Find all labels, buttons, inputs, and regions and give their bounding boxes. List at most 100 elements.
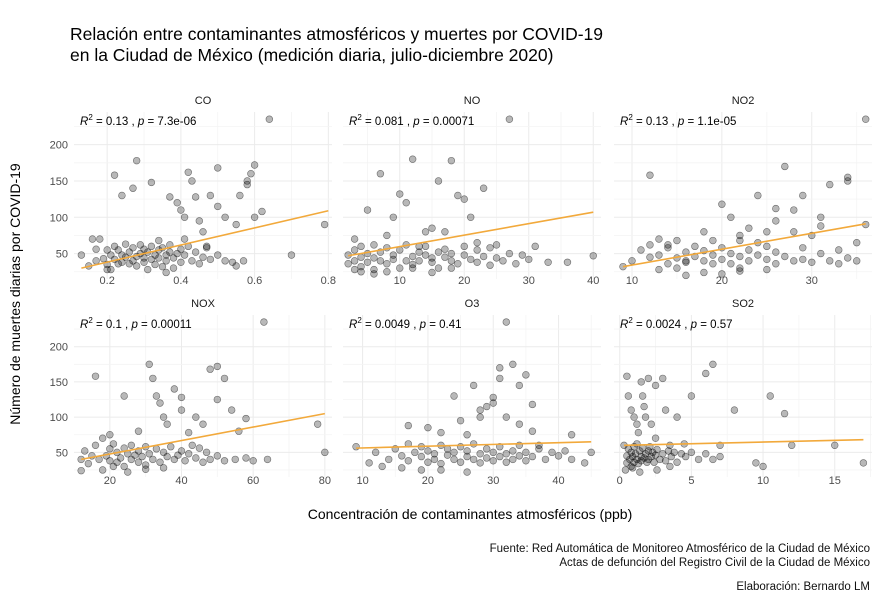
data-point — [206, 255, 215, 264]
stat-annotation-no2: R2 = 0.13 , p = 1.1e-05 — [620, 113, 736, 128]
data-point — [389, 251, 398, 259]
data-point — [651, 381, 660, 390]
data-point — [700, 228, 708, 236]
data-point — [730, 406, 739, 414]
data-point — [587, 448, 595, 457]
y-tick-label: 150 — [50, 377, 68, 389]
data-point — [408, 252, 417, 261]
data-point — [862, 115, 870, 123]
data-point — [489, 399, 497, 407]
data-point — [522, 448, 530, 457]
data-point — [385, 455, 393, 464]
facet-label-no: NO — [464, 95, 481, 107]
data-point — [383, 231, 391, 240]
x-tick-label: 0.2 — [100, 275, 115, 287]
y-tick-label: 50 — [56, 447, 68, 459]
data-point — [404, 457, 413, 465]
data-point — [428, 224, 436, 232]
data-point — [826, 180, 834, 189]
data-point — [378, 462, 386, 471]
data-point — [528, 427, 537, 435]
data-point — [250, 161, 259, 169]
data-point — [666, 462, 674, 471]
data-point — [515, 420, 524, 428]
data-point — [664, 260, 672, 268]
data-point — [653, 445, 661, 454]
x-tick-label: 5 — [688, 475, 694, 487]
data-point — [496, 452, 504, 461]
data-point — [450, 455, 458, 464]
data-point — [180, 213, 189, 221]
facet-label-so2: SO2 — [732, 298, 754, 310]
data-point — [313, 420, 322, 428]
data-point — [561, 447, 569, 455]
data-point — [77, 466, 85, 475]
data-point — [859, 459, 868, 467]
data-point — [220, 374, 229, 383]
data-point — [151, 260, 159, 269]
data-point — [826, 257, 834, 265]
data-point — [428, 254, 436, 262]
x-tick-label: 15 — [829, 475, 841, 487]
data-point — [700, 257, 708, 265]
data-point — [243, 177, 251, 185]
data-point — [191, 248, 200, 256]
data-point — [589, 252, 597, 260]
data-point — [502, 318, 510, 326]
data-point — [637, 378, 645, 386]
data-point — [195, 217, 204, 225]
data-point — [155, 254, 163, 262]
data-point — [790, 206, 798, 214]
data-point — [716, 452, 724, 461]
x-tick-label: 20 — [104, 475, 116, 487]
data-point — [621, 466, 630, 474]
data-point — [424, 423, 432, 432]
data-point — [476, 406, 484, 414]
data-point — [163, 452, 171, 461]
data-point — [389, 255, 398, 264]
data-point — [103, 246, 111, 254]
data-point — [184, 450, 193, 458]
data-point — [232, 220, 240, 229]
data-point — [709, 455, 717, 464]
data-point — [469, 381, 478, 390]
data-point — [192, 454, 200, 462]
x-tick-label: 0.6 — [247, 275, 262, 287]
data-point — [106, 457, 114, 465]
data-point — [633, 440, 641, 448]
data-point — [640, 402, 648, 411]
data-point — [162, 257, 170, 265]
data-point — [469, 440, 478, 448]
data-point — [563, 258, 572, 266]
data-point — [417, 452, 426, 461]
data-point — [177, 406, 186, 414]
data-point — [509, 360, 517, 369]
data-point — [766, 392, 774, 400]
data-point — [525, 255, 533, 264]
data-point — [473, 238, 481, 247]
data-point — [140, 245, 148, 253]
data-point — [129, 184, 137, 192]
data-point — [817, 249, 825, 258]
data-point — [434, 264, 443, 272]
data-point — [736, 267, 744, 275]
data-point — [106, 431, 114, 439]
data-point — [357, 268, 365, 276]
x-tick-label: 40 — [587, 275, 599, 287]
data-point — [132, 156, 141, 165]
data-point — [258, 207, 266, 216]
data-point — [109, 440, 118, 448]
data-point — [638, 392, 647, 400]
x-tick-label: 20 — [716, 275, 728, 287]
data-point — [763, 242, 771, 251]
data-point — [263, 455, 272, 464]
data-point — [780, 409, 789, 418]
data-point — [156, 399, 164, 407]
data-point — [370, 270, 378, 278]
data-point — [195, 260, 204, 268]
data-point — [132, 262, 141, 270]
data-point — [492, 254, 501, 262]
data-point — [623, 372, 631, 380]
data-point — [145, 360, 153, 369]
data-point — [177, 245, 185, 253]
